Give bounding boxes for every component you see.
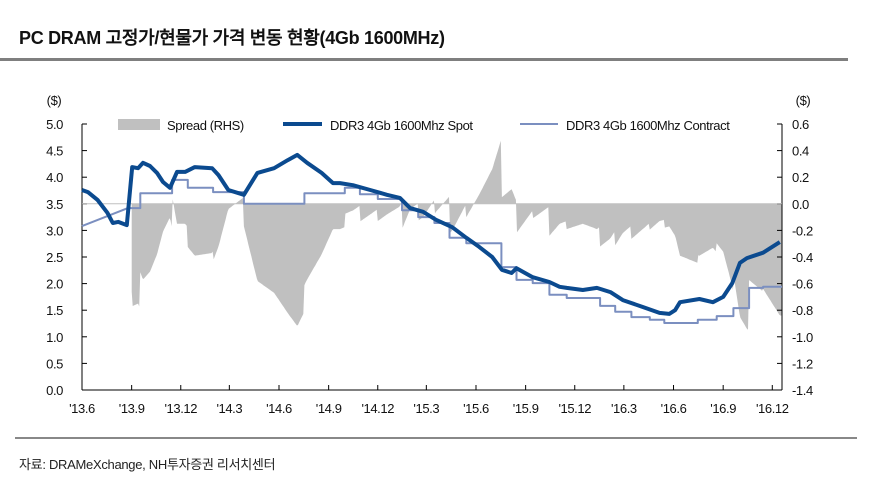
right-tick-label: -1.0	[792, 330, 813, 345]
x-tick-label: '16.3	[611, 401, 637, 416]
left-tick-label: 4.0	[46, 170, 63, 185]
right-tick-label: 0.2	[792, 170, 809, 185]
right-tick-label: -0.8	[792, 303, 813, 318]
legend-label-spread: Spread (RHS)	[167, 118, 244, 133]
x-tick-label: '15.9	[513, 401, 539, 416]
x-tick-label: '14.12	[361, 401, 394, 416]
left-tick-label: 0.5	[46, 356, 63, 371]
left-tick-label: 1.0	[46, 330, 63, 345]
chart-title: PC DRAM 고정가/현물가 가격 변동 현황(4Gb 1600MHz)	[19, 28, 445, 48]
x-tick-label: '13.12	[164, 401, 197, 416]
right-tick-label: -0.4	[792, 250, 813, 265]
right-tick-label: 0.0	[792, 197, 809, 212]
x-tick-label: '13.6	[69, 401, 95, 416]
right-tick-label: -1.2	[792, 356, 813, 371]
x-tick-label: '16.9	[710, 401, 736, 416]
left-tick-label: 2.0	[46, 277, 63, 292]
title-divider	[0, 58, 848, 61]
right-tick-label: -0.2	[792, 223, 813, 238]
x-tick-label: '14.6	[266, 401, 292, 416]
x-tick-label: '14.3	[216, 401, 242, 416]
right-tick-label: 0.4	[792, 144, 809, 159]
left-tick-label: 5.0	[46, 117, 63, 132]
footer-divider	[15, 437, 857, 439]
x-tick-label: '13.9	[119, 401, 145, 416]
right-tick-label: 0.6	[792, 117, 809, 132]
left-tick-label: 3.0	[46, 223, 63, 238]
source-note: 자료: DRAMeXchange, NH투자증권 리서치센터	[19, 457, 276, 472]
right-tick-label: -1.4	[792, 383, 813, 398]
right-tick-label: -0.6	[792, 277, 813, 292]
right-axis-unit: ($)	[796, 93, 811, 108]
x-tick-label: '16.12	[756, 401, 789, 416]
legend-label-contract: DDR3 4Gb 1600Mhz Contract	[566, 118, 730, 133]
legend-label-spot: DDR3 4Gb 1600Mhz Spot	[330, 118, 473, 133]
x-tick-label: '15.12	[558, 401, 591, 416]
left-tick-label: 3.5	[46, 197, 63, 212]
left-tick-label: 0.0	[46, 383, 63, 398]
left-tick-label: 1.5	[46, 303, 63, 318]
x-tick-label: '15.6	[463, 401, 489, 416]
spread-area	[131, 140, 782, 330]
x-tick-label: '14.9	[316, 401, 342, 416]
left-axis-unit: ($)	[47, 93, 62, 108]
spot-line	[81, 152, 781, 316]
x-tick-label: '15.3	[413, 401, 439, 416]
left-tick-label: 4.5	[46, 144, 63, 159]
contract-line	[81, 178, 782, 324]
left-tick-label: 2.5	[46, 250, 63, 265]
x-tick-label: '16.6	[661, 401, 687, 416]
legend-swatch-spread	[118, 119, 160, 130]
